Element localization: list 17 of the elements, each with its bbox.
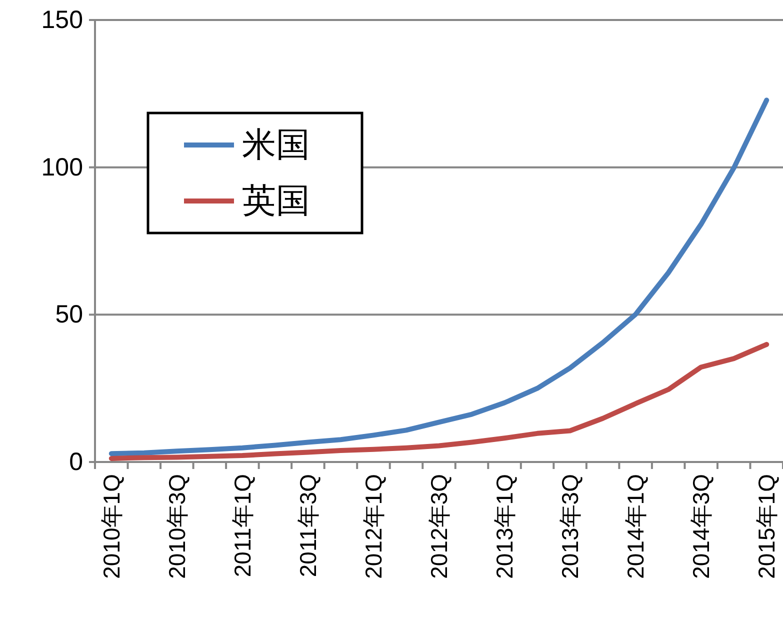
- x-tick-label: 2010年1Q: [98, 474, 124, 579]
- y-tick-label: 150: [41, 6, 83, 34]
- legend-label: 英国: [242, 182, 310, 220]
- y-tick-label: 50: [55, 300, 83, 329]
- x-tick-label: 2015年1Q: [754, 474, 780, 579]
- x-tick-label: 2011年1Q: [229, 474, 256, 578]
- x-tick-label: 2014年1Q: [622, 474, 649, 579]
- x-tick-label: 2011年3Q: [294, 474, 321, 578]
- y-tick-label: 100: [41, 153, 83, 182]
- legend-label: 米国: [242, 126, 310, 164]
- x-tick-label: 2014年3Q: [688, 474, 714, 579]
- y-tick-label: 0: [69, 448, 83, 476]
- x-tick-label: 2013年1Q: [492, 474, 518, 579]
- x-tick-label: 2010年3Q: [164, 474, 190, 579]
- x-tick-label: 2012年3Q: [426, 474, 452, 579]
- x-tick-label: 2012年1Q: [360, 474, 386, 579]
- x-tick-label: 2013年3Q: [557, 474, 584, 579]
